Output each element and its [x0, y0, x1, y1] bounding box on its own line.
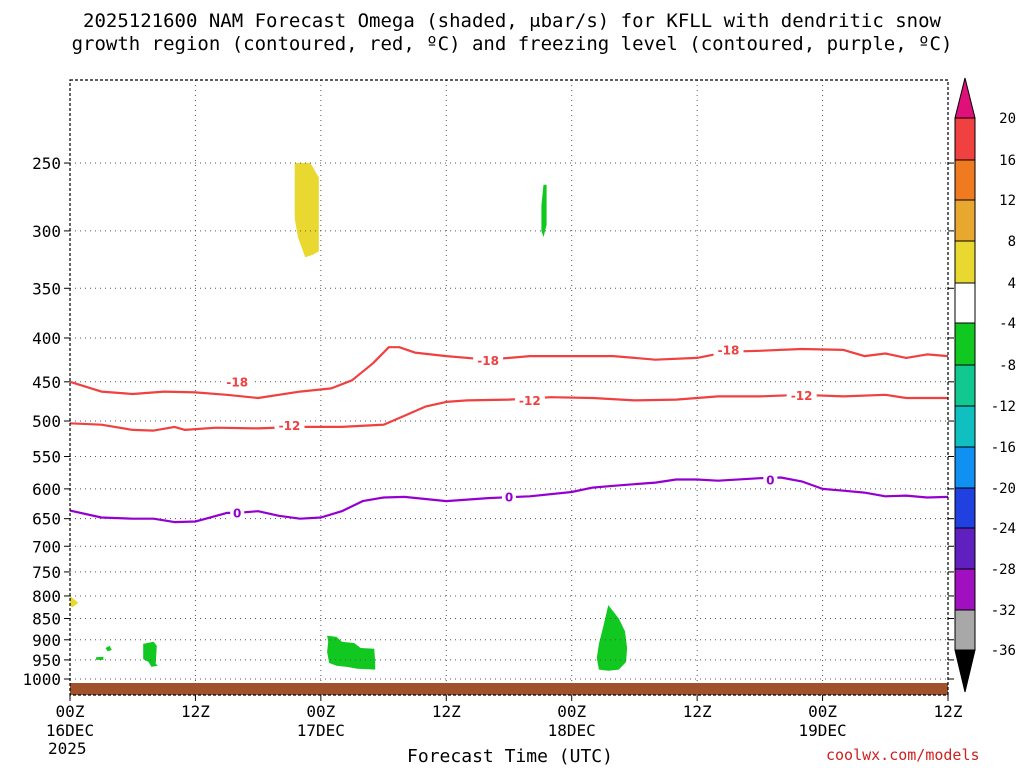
- y-tick-label-500: 500: [32, 412, 61, 431]
- y-tick-label-550: 550: [32, 447, 61, 466]
- colorbar-top-arrow: [954, 77, 976, 119]
- contour-label-0C-0: 0: [233, 506, 241, 520]
- contour-label--12C-2: -12: [791, 389, 813, 403]
- contour-line--18C: [69, 346, 949, 400]
- y-tick-label-600: 600: [32, 480, 61, 499]
- colorbar-label-9: -20: [991, 481, 1016, 497]
- y-tick-label-1000: 1000: [22, 670, 61, 689]
- colorbar-swatch-9: [954, 487, 976, 529]
- y-tick-label-350: 350: [32, 279, 61, 298]
- y-tick-label-250: 250: [32, 154, 61, 173]
- x-tick-date-0: 16DEC: [46, 721, 94, 740]
- y-tick-label-750: 750: [32, 563, 61, 582]
- colorbar-bottom-arrow: [954, 649, 976, 693]
- contour-line-0C: [69, 476, 949, 524]
- x-tick-year: 2025: [48, 739, 87, 758]
- colorbar-label-3: 8: [1008, 234, 1016, 250]
- x-axis-label: Forecast Time (UTC): [407, 746, 613, 767]
- credit-link[interactable]: coolwx.com/models: [826, 746, 980, 764]
- x-tick-date-72: 19DEC: [798, 721, 846, 740]
- colorbar-swatch-8: [954, 446, 976, 489]
- colorbar-label-6: -8: [999, 358, 1016, 374]
- y-tick-label-400: 400: [32, 329, 61, 348]
- colorbar-swatch-3: [954, 240, 976, 284]
- colorbar-swatch-7: [954, 405, 976, 448]
- x-tick-label-48: 00Z: [557, 702, 586, 721]
- contour-label-bg: [763, 473, 778, 488]
- contour-label--18C-0: -18: [226, 375, 248, 389]
- contour-label-0C-2: 0: [766, 474, 774, 488]
- colorbar-swatch-5: [954, 322, 976, 366]
- contour-label-bg: [473, 353, 504, 368]
- plot-frame: [69, 79, 949, 696]
- colorbar-label-11: -28: [991, 562, 1016, 578]
- colorbar-label-2: 12: [999, 193, 1016, 209]
- y-tick-label-450: 450: [32, 373, 61, 392]
- colorbar-label-5: -4: [999, 316, 1016, 332]
- omega-shaded-region-4: [96, 656, 104, 660]
- contour-label-bg: [713, 342, 744, 357]
- colorbar-swatch-4: [954, 282, 976, 324]
- omega-shaded-region-7: [596, 605, 628, 671]
- colorbar-label-12: -32: [991, 603, 1016, 619]
- chart-title-line-1: 2025121600 NAM Forecast Omega (shaded, μ…: [83, 10, 941, 32]
- colorbar-label-10: -24: [991, 521, 1016, 537]
- contour-label-bg: [274, 418, 305, 433]
- colorbar-swatch-6: [954, 364, 976, 407]
- colorbar-label-1: 16: [999, 153, 1016, 169]
- colorbar-label-4: 4: [1008, 276, 1016, 292]
- contour-label-bg: [222, 374, 253, 389]
- omega-shaded-region-0: [294, 163, 319, 258]
- omega-shaded-region-3: [105, 645, 112, 652]
- contour-label-bg: [502, 489, 516, 504]
- x-tick-date-48: 18DEC: [548, 721, 596, 740]
- contour-label--18C-1: -18: [477, 354, 499, 368]
- colorbar-swatch-2: [954, 199, 976, 242]
- colorbar-label-0: 20: [999, 111, 1016, 127]
- colorbar-swatch-11: [954, 568, 976, 611]
- colorbar-label-7: -12: [991, 399, 1016, 415]
- omega-shaded-region-2: [70, 596, 79, 608]
- x-tick-date-24: 17DEC: [297, 721, 345, 740]
- ground-band: [70, 683, 948, 695]
- colorbar-swatch-0: [954, 117, 976, 161]
- y-tick-label-950: 950: [32, 651, 61, 670]
- colorbar-swatch-1: [954, 159, 976, 201]
- contour-label-bg: [786, 388, 817, 403]
- y-tick-label-850: 850: [32, 610, 61, 629]
- omega-shaded-region-5: [143, 641, 158, 667]
- x-tick-label-72: 00Z: [808, 702, 837, 721]
- x-tick-label-24: 00Z: [306, 702, 335, 721]
- x-tick-label-84: 12Z: [934, 702, 963, 721]
- colorbar-label-13: -36: [991, 643, 1016, 659]
- contour-line--12C: [69, 393, 948, 432]
- colorbar-swatch-10: [954, 527, 976, 570]
- contour-label-0C-1: 0: [505, 490, 513, 504]
- y-tick-label-300: 300: [32, 222, 61, 241]
- contour-label-bg: [514, 393, 545, 408]
- contour-label--18C-2: -18: [718, 343, 740, 357]
- contour-label-bg: [230, 505, 245, 520]
- omega-shaded-region-6: [327, 635, 376, 670]
- chart-title-line-2: growth region (contoured, red, ºC) and f…: [71, 33, 953, 55]
- y-tick-label-900: 900: [32, 631, 61, 650]
- y-tick-label-800: 800: [32, 587, 61, 606]
- x-tick-label-60: 12Z: [683, 702, 712, 721]
- omega-shaded-region-1: [541, 184, 547, 238]
- contour-label--12C-1: -12: [519, 394, 541, 408]
- x-tick-label-12: 12Z: [181, 702, 210, 721]
- colorbar-swatch-12: [954, 609, 976, 651]
- colorbar-label-8: -16: [991, 440, 1016, 456]
- x-tick-label-36: 12Z: [432, 702, 461, 721]
- y-tick-label-650: 650: [32, 510, 61, 529]
- y-tick-label-700: 700: [32, 537, 61, 556]
- x-tick-label-0: 00Z: [56, 702, 85, 721]
- contour-label--12C-0: -12: [279, 419, 301, 433]
